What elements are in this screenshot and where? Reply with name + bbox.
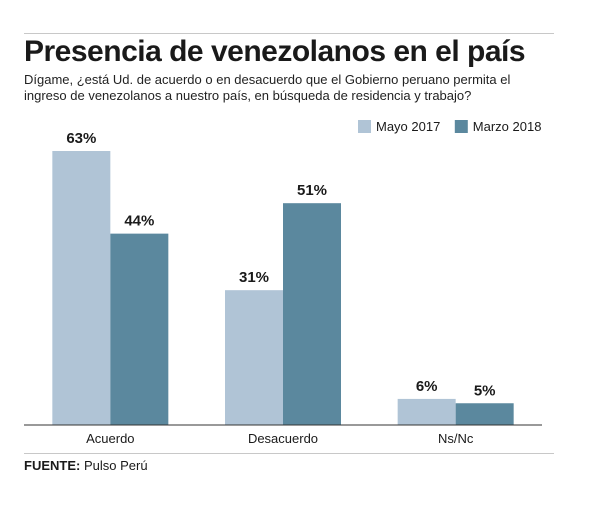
data-label: 5% <box>474 382 496 399</box>
bar-desacuerdo-series2 <box>283 203 341 425</box>
legend-swatch-2 <box>454 120 468 133</box>
bottom-rule <box>24 453 554 454</box>
source-note: FUENTE: Pulso Perú <box>24 458 148 473</box>
category-label: Desacuerdo <box>248 431 318 446</box>
data-label: 63% <box>66 130 96 147</box>
legend-label-1: Mayo 2017 <box>376 119 440 134</box>
category-label: Acuerdo <box>86 431 134 446</box>
legend-label-2: Marzo 2018 <box>473 119 542 134</box>
data-label: 44% <box>124 213 154 230</box>
bar-nsnc-series1 <box>397 398 456 425</box>
legend-swatch-1 <box>358 120 371 133</box>
bar-nsnc-series2 <box>455 403 514 425</box>
data-label: 31% <box>239 269 269 286</box>
data-label: 6% <box>416 378 438 395</box>
bar-desacuerdo-series1 <box>225 290 283 425</box>
chart-title: Presencia de venezolanos en el país <box>24 35 526 68</box>
top-rule <box>24 33 554 34</box>
bar-acuerdo-series1 <box>52 151 111 425</box>
source-label: FUENTE: <box>24 458 81 473</box>
data-label: 51% <box>297 182 327 199</box>
category-label: Ns/Nc <box>438 431 474 446</box>
bar-acuerdo-series2 <box>110 233 169 425</box>
chart-subtitle: Dígame, ¿está Ud. de acuerdo o en desacu… <box>24 72 511 103</box>
source-text: Pulso Perú <box>83 458 148 473</box>
